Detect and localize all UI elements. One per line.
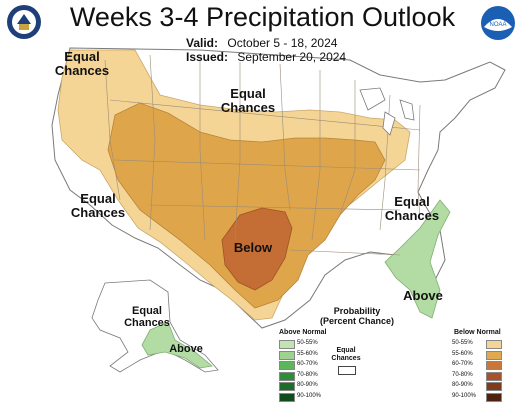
legend-equal-swatch bbox=[338, 366, 356, 375]
valid-value: October 5 - 18, 2024 bbox=[227, 36, 338, 50]
legend-above-swatch-2 bbox=[279, 361, 295, 370]
label-alaska: Equal Chances bbox=[124, 305, 170, 329]
above-50-region-alaska bbox=[141, 321, 213, 369]
legend-above-swatch-3 bbox=[279, 371, 295, 381]
legend-below-swatch-5 bbox=[486, 392, 502, 402]
legend-below-range-3: 70-80% bbox=[452, 371, 473, 378]
issued-line: Issued: September 20, 2024 bbox=[186, 50, 346, 64]
legend-below-swatch-2 bbox=[486, 361, 502, 370]
label-above: Above bbox=[403, 288, 443, 303]
legend-above-range-4: 80-90% bbox=[297, 382, 318, 388]
label-alaska-above: Above bbox=[169, 343, 203, 355]
legend-above-swatch-1 bbox=[279, 350, 295, 360]
legend-below-swatch-1 bbox=[486, 350, 502, 360]
legend-below-range-5: 90-100% bbox=[452, 392, 477, 399]
issued-value: September 20, 2024 bbox=[237, 50, 347, 64]
valid-label: Valid: bbox=[186, 36, 219, 50]
legend-above-swatch-4 bbox=[279, 382, 295, 391]
legend-below-range-2: 60-70% bbox=[452, 361, 473, 367]
valid-line: Valid: October 5 - 18, 2024 bbox=[186, 36, 337, 50]
legend-below-range-4: 80-90% bbox=[452, 382, 473, 388]
legend-above-swatch-5 bbox=[279, 392, 295, 402]
label-southeast: Equal Chances bbox=[384, 194, 440, 223]
label-north: Equal Chances bbox=[220, 86, 276, 115]
legend-above-swatch-0 bbox=[279, 340, 295, 349]
label-below: Below bbox=[233, 240, 273, 255]
legend-below-swatch-3 bbox=[486, 371, 502, 381]
legend-above-range-1: 55-60% bbox=[297, 350, 318, 357]
issued-label: Issued: bbox=[186, 50, 229, 64]
below-70-region bbox=[221, 207, 293, 291]
state-border-lines bbox=[104, 54, 421, 256]
above-50-region-southeast bbox=[384, 199, 451, 319]
great-lakes bbox=[359, 87, 415, 136]
legend-title: Probability (Percent Chance) bbox=[319, 306, 395, 326]
noaa-logo-text: NOAA bbox=[489, 22, 506, 28]
legend-below-header: Below Normal bbox=[454, 329, 501, 336]
legend-above-range-2: 60-70% bbox=[297, 361, 318, 367]
legend-below-range-0: 50-55% bbox=[452, 340, 473, 346]
legend-above-range-3: 70-80% bbox=[297, 371, 318, 378]
doc-seal-icon bbox=[7, 5, 41, 39]
legend-above-range-5: 90-100% bbox=[297, 392, 322, 399]
legend-equal-label: Equal Chances bbox=[331, 347, 361, 362]
label-west: Equal Chances bbox=[54, 49, 110, 78]
page-title: Weeks 3-4 Precipitation Outlook bbox=[69, 2, 456, 32]
label-southwest: Equal Chances bbox=[70, 191, 126, 220]
legend-below-range-1: 55-60% bbox=[452, 350, 473, 357]
legend-above-range-0: 50-55% bbox=[297, 340, 318, 346]
legend-below-swatch-4 bbox=[486, 382, 502, 391]
legend-below-swatch-0 bbox=[486, 340, 502, 349]
noaa-logo-icon: NOAA bbox=[481, 6, 515, 40]
legend-above-header: Above Normal bbox=[279, 329, 327, 336]
